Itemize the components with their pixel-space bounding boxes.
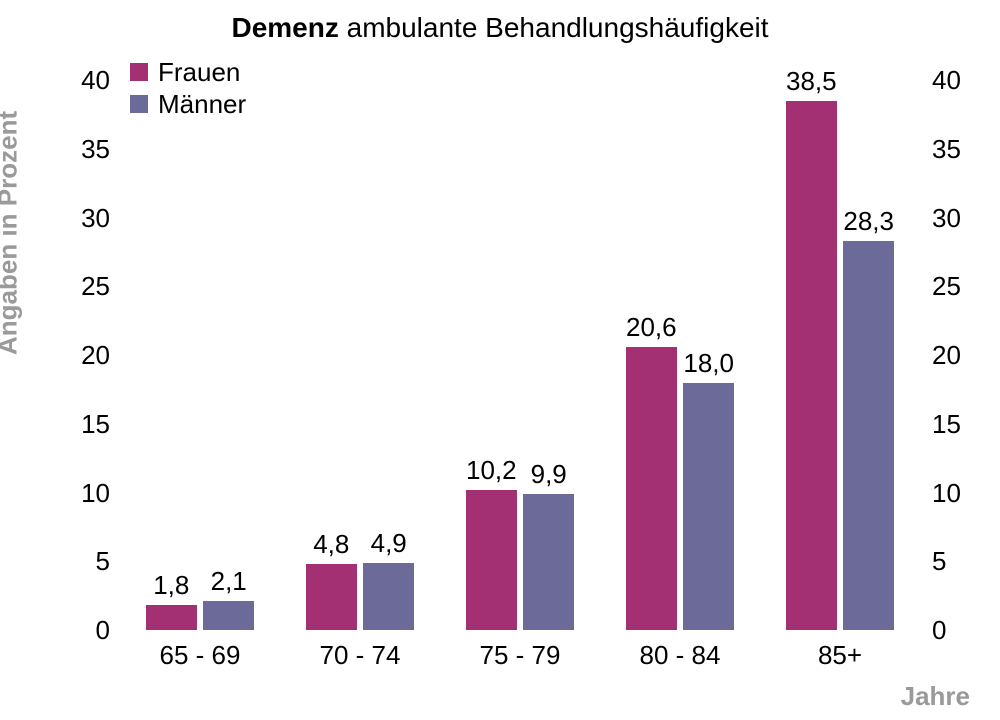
x-axis-title: Jahre [901,681,970,712]
bar [786,101,837,630]
y-tick-right: 5 [932,548,982,574]
y-tick-right: 40 [932,67,982,93]
y-tick-left: 20 [60,342,110,368]
value-label: 10,2 [466,455,517,486]
y-tick-left: 5 [60,548,110,574]
value-label: 4,8 [313,529,349,560]
y-tick-right: 20 [932,342,982,368]
legend-swatch-frauen [130,63,148,81]
y-tick-left: 15 [60,411,110,437]
x-category-label: 65 - 69 [160,640,241,671]
x-category-label: 85+ [818,640,862,671]
y-tick-right: 25 [932,273,982,299]
y-tick-right: 35 [932,136,982,162]
bar [146,605,197,630]
y-tick-left: 25 [60,273,110,299]
y-tick-left: 0 [60,617,110,643]
bar [363,563,414,630]
y-axis-title: Angaben in Prozent [0,111,24,355]
bar [683,383,734,631]
y-tick-right: 30 [932,205,982,231]
chart-title: Demenz ambulante Behandlungshäufigkeit [0,12,1000,44]
y-tick-left: 10 [60,480,110,506]
value-label: 38,5 [786,66,837,97]
plot-area [120,80,920,630]
y-tick-left: 35 [60,136,110,162]
x-category-label: 75 - 79 [480,640,561,671]
value-label: 4,9 [371,528,407,559]
y-tick-left: 30 [60,205,110,231]
y-tick-left: 40 [60,67,110,93]
bar [306,564,357,630]
bar [843,241,894,630]
y-tick-right: 15 [932,411,982,437]
bar [203,601,254,630]
value-label: 28,3 [843,206,894,237]
value-label: 18,0 [683,348,734,379]
y-tick-right: 0 [932,617,982,643]
bar [626,347,677,630]
value-label: 1,8 [153,570,189,601]
x-category-label: 80 - 84 [640,640,721,671]
chart-title-rest: ambulante Behandlungshäufigkeit [339,12,769,43]
bar [523,494,574,630]
bar [466,490,517,630]
y-tick-right: 10 [932,480,982,506]
value-label: 2,1 [211,566,247,597]
chart-stage: Demenz ambulante Behandlungshäufigkeit A… [0,0,1000,720]
value-label: 20,6 [626,312,677,343]
chart-title-bold: Demenz [231,12,338,43]
x-category-label: 70 - 74 [320,640,401,671]
value-label: 9,9 [531,459,567,490]
